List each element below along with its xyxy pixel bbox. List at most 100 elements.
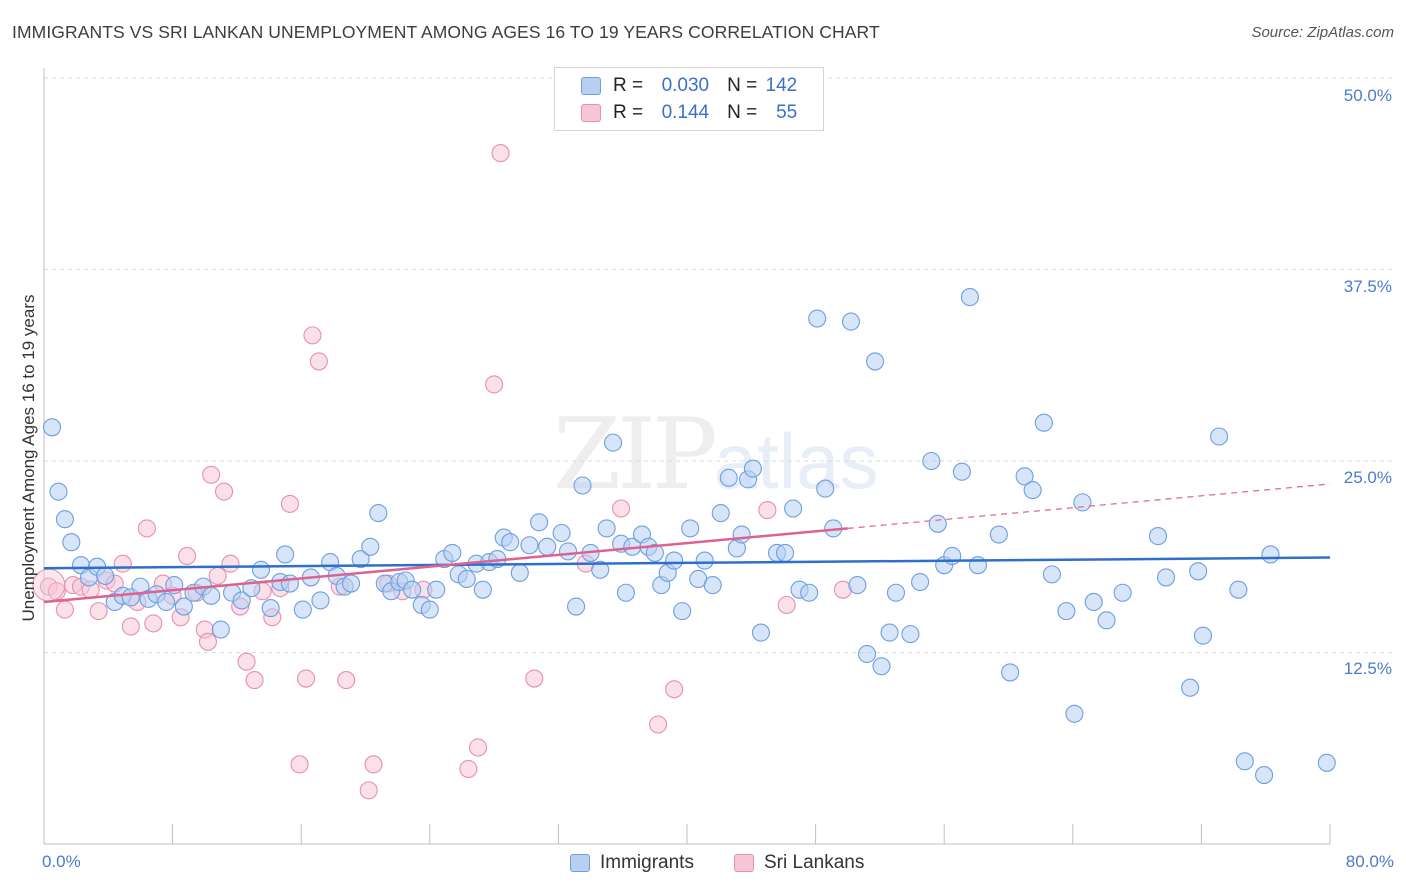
immigrants-point	[573, 476, 592, 495]
immigrants-point	[552, 523, 571, 543]
immigrants-point	[1015, 467, 1034, 486]
legend-row-immigrants: R = 0.030 N = 142	[581, 74, 797, 98]
immigrants-point	[42, 418, 62, 437]
immigrants-point	[960, 288, 979, 307]
srilankans-point	[525, 669, 544, 688]
immigrants-point	[922, 451, 941, 471]
legend-n-value-srilankans: 55	[776, 102, 798, 123]
immigrants-point	[351, 549, 370, 569]
immigrants-point	[457, 569, 476, 589]
immigrants-point	[1255, 766, 1274, 785]
immigrants-point	[911, 572, 930, 592]
legend-n-label: N =	[727, 75, 758, 96]
immigrants-point	[530, 513, 549, 532]
immigrants-point	[251, 560, 271, 579]
y-tick-label-50: 50.0%	[1343, 86, 1392, 105]
immigrants-point	[1113, 583, 1132, 602]
immigrants-swatch	[581, 77, 601, 95]
immigrants-point	[901, 625, 920, 644]
immigrants-point	[866, 352, 885, 371]
x-tick-label-min: 0.0%	[42, 852, 81, 871]
immigrants-point	[1193, 626, 1213, 645]
immigrants-point	[1181, 678, 1200, 697]
immigrants-point	[1097, 611, 1116, 630]
immigrants-point	[361, 537, 380, 556]
y-axis-title: Unemployment Among Ages 16 to 19 years	[19, 294, 38, 622]
immigrants-point	[473, 580, 492, 599]
immigrants-point	[567, 597, 586, 616]
immigrants-point	[280, 574, 299, 593]
srilankans-point	[296, 669, 316, 688]
immigrants-point	[695, 551, 714, 570]
legend-n-value-immigrants: 142	[765, 75, 798, 96]
immigrants-point	[62, 533, 81, 552]
immigrants-point	[841, 312, 861, 331]
immigrants-point	[1034, 413, 1053, 432]
y-tick-label-12-5: 12.5%	[1343, 659, 1392, 678]
srilankans-point	[491, 144, 510, 163]
bottom-legend-immigrants: Immigrants	[570, 852, 694, 874]
immigrants-point	[443, 543, 462, 562]
immigrants-point	[604, 433, 623, 452]
srilankans-point	[198, 632, 218, 651]
srilankans-point	[221, 554, 240, 573]
srilankans-point	[290, 755, 309, 774]
srilankans-point	[665, 680, 684, 699]
legend-r-label: R =	[613, 75, 644, 96]
immigrants-point	[1235, 752, 1254, 771]
srilankans-point	[280, 494, 299, 513]
immigrants-point	[211, 620, 230, 639]
srilankans-point	[121, 617, 140, 636]
srilankans-point	[303, 326, 322, 345]
immigrants-point	[1073, 493, 1092, 512]
immigrants-point	[848, 576, 867, 595]
immigrants-point	[55, 510, 74, 529]
immigrants-point	[311, 591, 330, 610]
immigrants-point	[1148, 527, 1168, 546]
srilankans-point	[137, 519, 156, 538]
immigrants-point	[261, 599, 280, 618]
immigrants-point	[872, 657, 891, 676]
srilankans-point	[245, 671, 264, 690]
srilankans-point	[309, 352, 328, 371]
immigrants-point	[420, 600, 439, 619]
immigrants-point	[96, 566, 115, 585]
immigrants-point	[665, 551, 684, 570]
immigrants-point	[232, 591, 251, 610]
immigrants-point	[501, 533, 520, 552]
immigrants-point	[776, 543, 795, 562]
immigrants-point	[1189, 562, 1208, 581]
srilankans-point	[777, 595, 796, 615]
immigrants-point	[616, 583, 635, 602]
immigrants-point	[808, 309, 827, 328]
y-tick-label-37-5: 37.5%	[1343, 277, 1392, 296]
legend-n-label: N =	[727, 102, 758, 123]
srilankans-point	[337, 671, 356, 690]
immigrants-point	[719, 468, 738, 487]
srilankans-point	[359, 781, 378, 800]
immigrants-point	[1317, 753, 1336, 772]
immigrants-point	[800, 583, 819, 602]
srilankans-point	[758, 500, 777, 520]
immigrants-point	[1065, 704, 1084, 723]
immigrants-point	[681, 519, 700, 538]
srilankans-point	[113, 554, 132, 573]
srilankans-point	[178, 546, 197, 566]
srilankans-point	[485, 375, 504, 394]
bottom-legend-srilankans: Sri Lankans	[734, 852, 864, 874]
srilankans-point	[89, 602, 108, 621]
immigrants-point	[157, 592, 176, 611]
immigrants-point	[880, 623, 899, 642]
immigrants-point	[538, 537, 557, 556]
immigrants-point	[1229, 580, 1248, 599]
legend-r-value-immigrants: 0.030	[661, 75, 710, 96]
immigrants-point	[751, 623, 770, 642]
immigrants-point	[857, 644, 877, 664]
srilankans-point	[214, 482, 234, 501]
immigrants-point	[1001, 663, 1020, 682]
immigrants-trend-line	[43, 556, 1331, 570]
immigrants-point	[597, 519, 616, 538]
srilankans-legend-label: Sri Lankans	[764, 852, 865, 873]
srilankans-point	[649, 715, 668, 734]
